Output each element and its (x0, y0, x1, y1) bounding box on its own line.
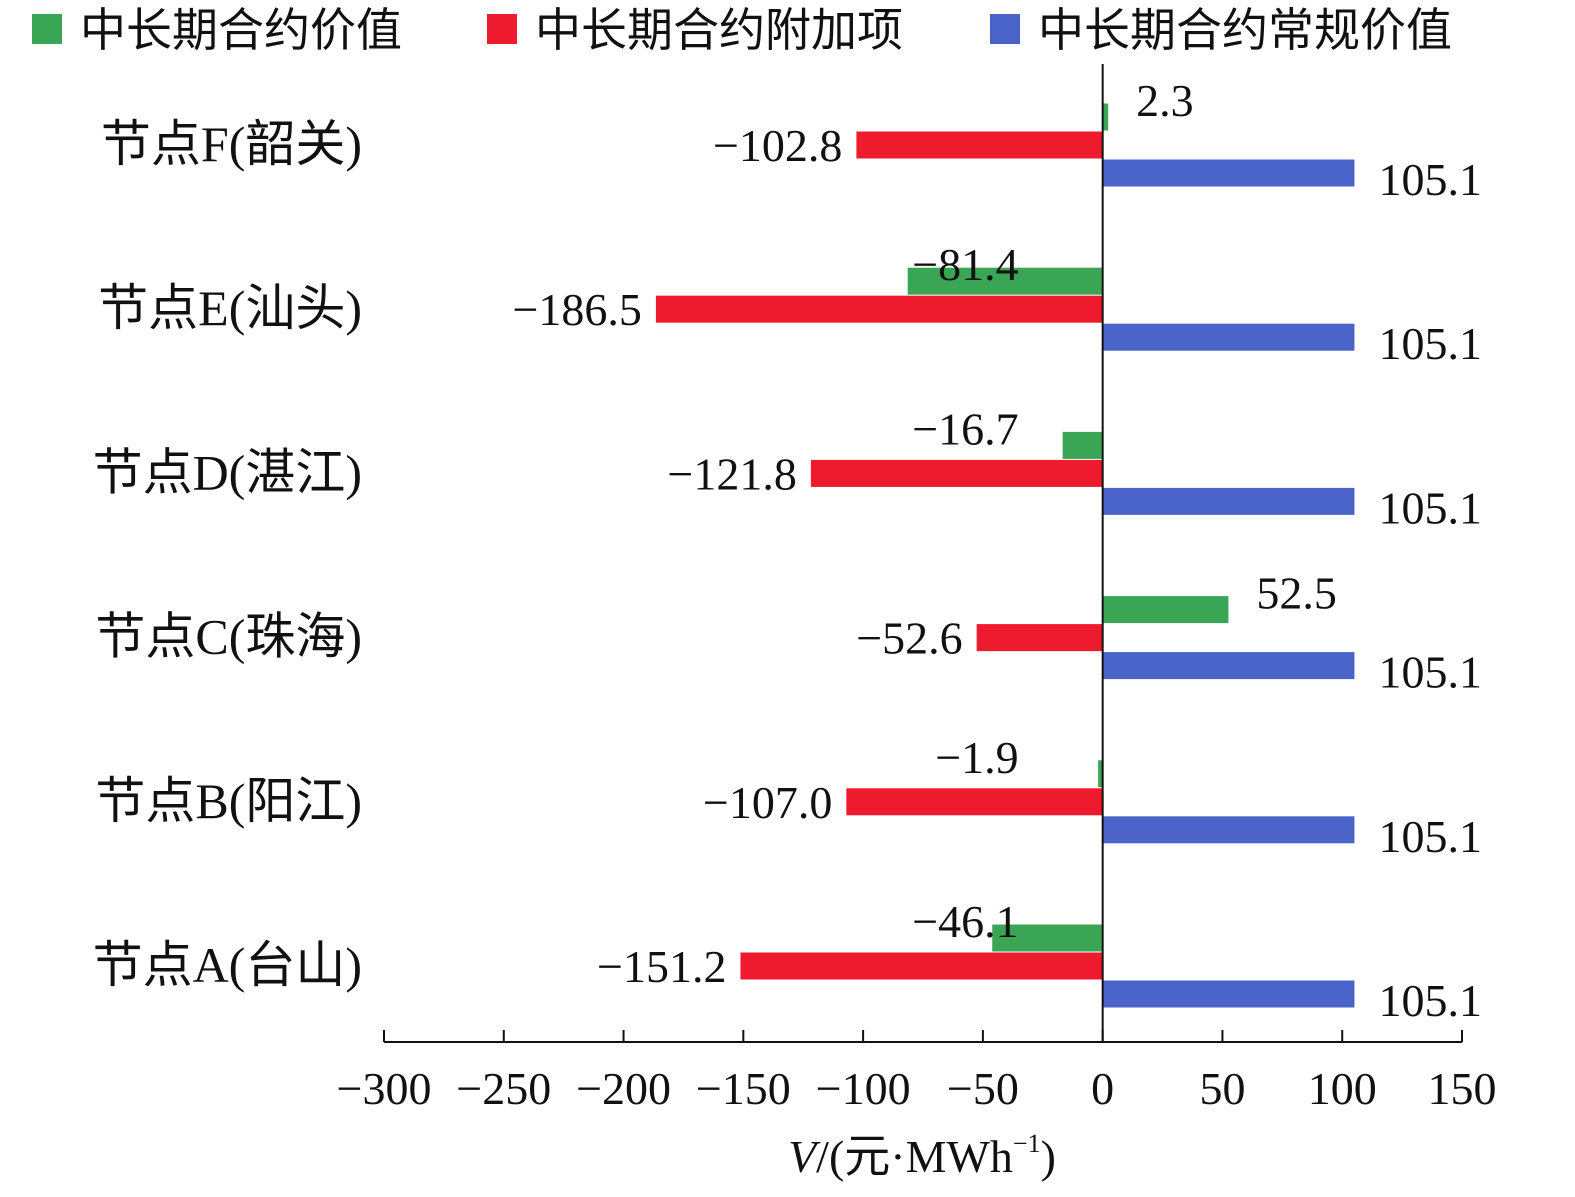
x-tick-label: −250 (456, 1063, 551, 1114)
bar-series2-cat6 (740, 952, 1103, 980)
bar-series1-cat1 (1102, 103, 1109, 131)
x-axis-label-close: ) (1041, 1131, 1056, 1182)
chart-legend: 中长期合约价值 中长期合约附加项 中长期合约常规价值 (32, 5, 1452, 56)
bar-series3-cat1 (1102, 159, 1355, 187)
data-label-series1-cat3: −16.7 (912, 403, 1018, 454)
bar-series1-cat3 (1062, 431, 1103, 459)
x-tick-label: −100 (816, 1063, 911, 1114)
data-label-series3-cat1: 105.1 (1378, 154, 1482, 205)
x-axis-label-slash: / (816, 1131, 829, 1182)
legend-swatch-1 (32, 14, 62, 44)
bar-series3-cat3 (1102, 487, 1355, 515)
bar-series1-cat4 (1102, 596, 1229, 624)
x-tick-label: 100 (1308, 1063, 1377, 1114)
bar-series2-cat5 (846, 788, 1103, 816)
bar-series3-cat5 (1102, 816, 1355, 844)
bar-series3-cat6 (1102, 980, 1355, 1008)
x-tick-label: 150 (1428, 1063, 1497, 1114)
category-label-1: 节点F(韶关) (101, 116, 362, 172)
category-label-3: 节点D(湛江) (93, 444, 362, 500)
legend-label-3: 中长期合约常规价值 (1038, 5, 1452, 56)
data-label-series1-cat5: −1.9 (935, 732, 1018, 783)
bar-series3-cat4 (1102, 652, 1355, 680)
legend-label-2: 中长期合约附加项 (535, 5, 903, 56)
legend-label-1: 中长期合约价值 (80, 5, 402, 56)
data-label-series3-cat4: 105.1 (1378, 647, 1482, 698)
category-label-2: 节点E(汕头) (98, 280, 362, 336)
category-label-4: 节点C(珠海) (95, 609, 362, 665)
bar-series2-cat3 (810, 459, 1103, 487)
bar-series1-cat2 (907, 267, 1103, 295)
x-axis-label-exponent: −1 (1013, 1129, 1041, 1158)
bar-series1-cat5 (1098, 760, 1103, 788)
x-axis: −300 −250 −200 −150 −100 −50 0 50 100 150 (337, 64, 1497, 1114)
data-label-series1-cat1: 2.3 (1136, 75, 1194, 126)
x-tick-label: 50 (1199, 1063, 1245, 1114)
data-label-series1-cat6: −46.1 (912, 896, 1018, 947)
data-label-series2-cat5: −107.0 (703, 777, 832, 828)
category-label-5: 节点B(阳江) (95, 773, 362, 829)
data-label-series3-cat5: 105.1 (1378, 811, 1482, 862)
data-label-series3-cat3: 105.1 (1378, 482, 1482, 533)
data-label-series2-cat4: −52.6 (856, 613, 962, 664)
data-label-series3-cat2: 105.1 (1378, 318, 1482, 369)
x-tick-label: −50 (947, 1063, 1019, 1114)
data-label-series2-cat2: −186.5 (512, 284, 641, 335)
data-label-series2-cat6: −151.2 (597, 941, 726, 992)
bar-series3-cat2 (1102, 323, 1355, 351)
plot-area: 2.3 −81.4 −16.7 52.5 −1.9 −46.1 −102.8 −186.5 −1… (93, 75, 1482, 1026)
legend-swatch-3 (990, 14, 1020, 44)
data-label-series1-cat2: −81.4 (912, 239, 1018, 290)
x-tick-label: −200 (576, 1063, 671, 1114)
bar-series2-cat2 (655, 295, 1103, 323)
x-axis-label: V/(元·MWh−1) (788, 1129, 1056, 1182)
x-axis-label-var: V (788, 1131, 821, 1182)
x-tick-label: −300 (337, 1063, 432, 1114)
category-label-6: 节点A(台山) (93, 937, 362, 993)
data-label-series2-cat1: −102.8 (713, 120, 842, 171)
x-tick-label: −150 (696, 1063, 791, 1114)
bar-series2-cat1 (856, 131, 1103, 159)
bar-series2-cat4 (976, 624, 1103, 652)
legend-swatch-2 (487, 14, 517, 44)
bar-series1-cat6 (992, 924, 1103, 952)
data-label-series1-cat4: 52.5 (1256, 568, 1337, 619)
x-tick-label: 0 (1091, 1063, 1114, 1114)
data-label-series2-cat3: −121.8 (667, 448, 796, 499)
x-axis-label-unit: (元·MWh (829, 1131, 1013, 1182)
data-label-series3-cat6: 105.1 (1378, 975, 1482, 1026)
